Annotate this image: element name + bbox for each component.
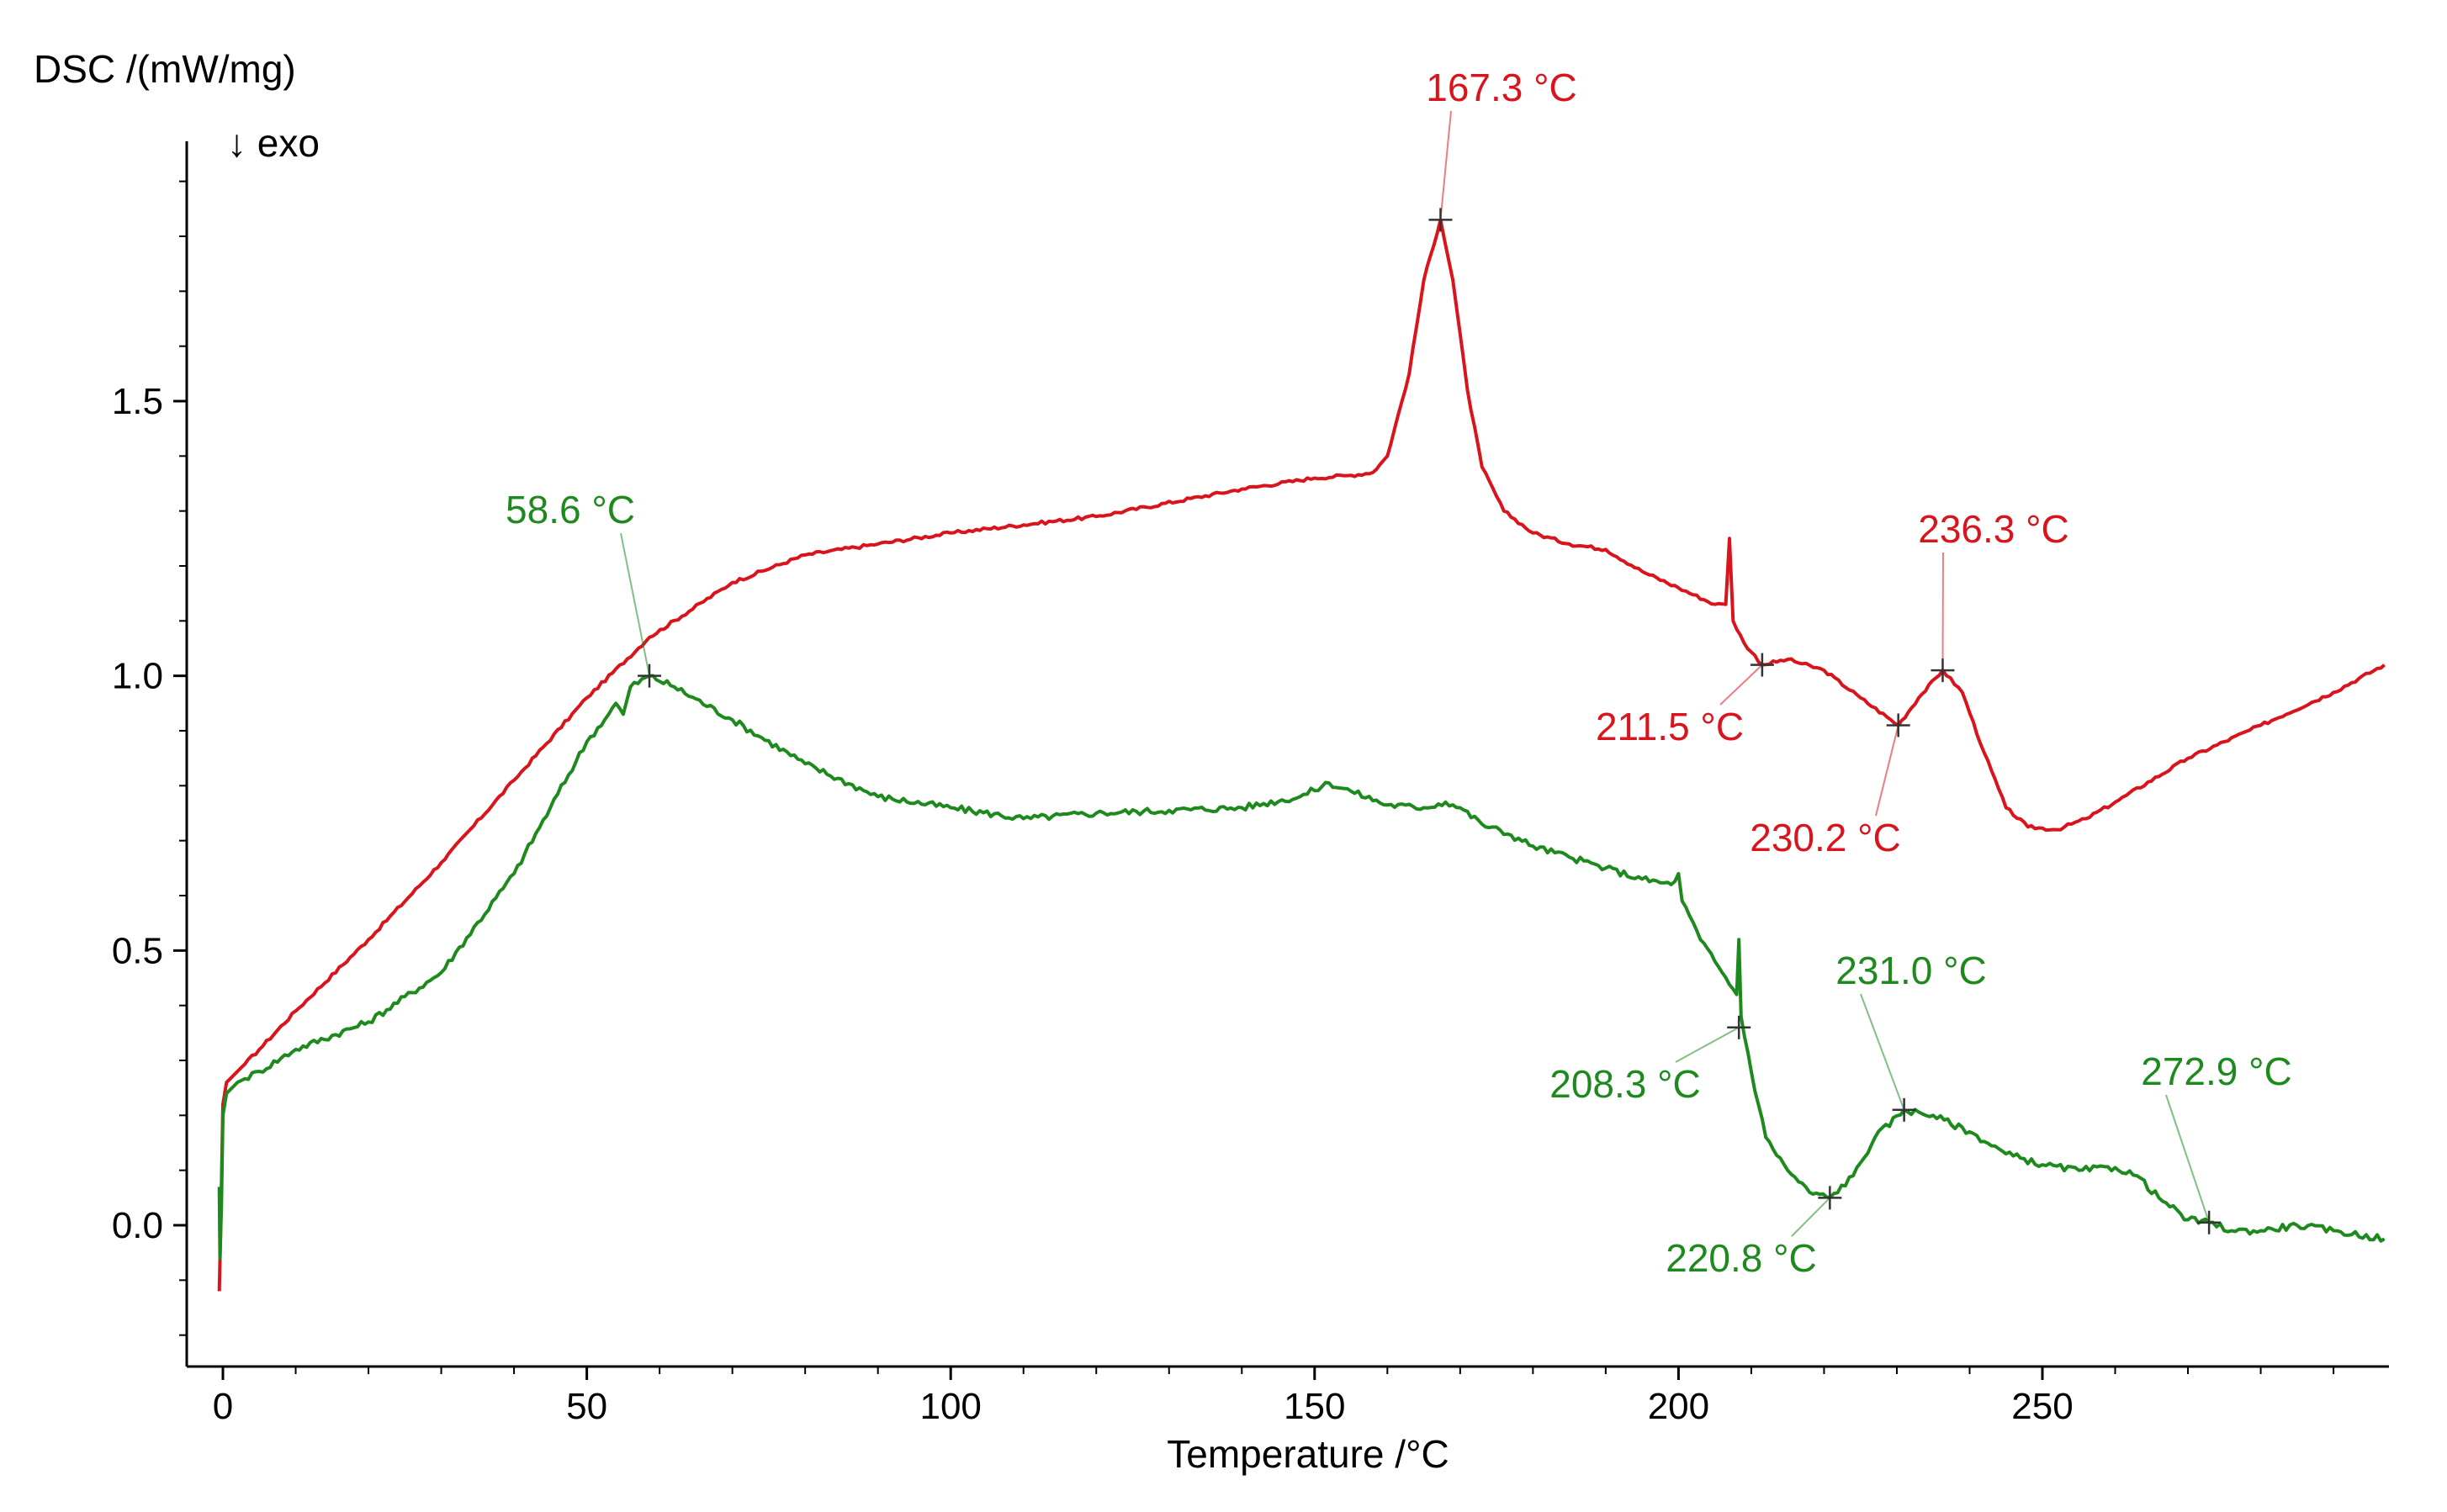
peak-annotation: 167.3 °C	[1426, 66, 1577, 232]
peak-annotation: 208.3 °C	[1549, 1015, 1751, 1106]
annotation-leader	[1860, 993, 1905, 1111]
annotation-leader	[1875, 725, 1899, 817]
x-axis-title: Temperature /°C	[1167, 1432, 1449, 1476]
annotation-leader	[1675, 1026, 1740, 1063]
y-tick-label: 0.5	[112, 930, 163, 971]
annotation-label: 230.2 °C	[1750, 816, 1901, 859]
annotation-label: 58.6 °C	[506, 488, 635, 531]
annotation-leader	[1941, 552, 1944, 671]
x-ticks: 0 50 100 150 200 250	[213, 1367, 2335, 1427]
series-line-red	[217, 218, 2386, 1292]
x-tick-label: 200	[1648, 1386, 1709, 1427]
series-line-green	[217, 674, 2386, 1261]
x-tick-label: 50	[566, 1386, 607, 1427]
peak-annotation: 211.5 °C	[1596, 653, 1774, 748]
peak-annotation: 230.2 °C	[1750, 713, 1910, 859]
axes: 0.0 0.5 1.0 1.5 0 50 100 150 200 250	[112, 141, 2389, 1427]
x-tick-label: 150	[1284, 1386, 1345, 1427]
peak-annotation: 58.6 °C	[506, 488, 662, 688]
y-axis-title: DSC /(mW/mg)	[34, 47, 296, 91]
annotation-layer: 167.3 °C 211.5 °C 230.2 °C 236.3 °C 58.6 °C 2…	[506, 66, 2292, 1280]
annotation-label: 272.9 °C	[2141, 1049, 2292, 1093]
annotation-label: 231.0 °C	[1835, 949, 1987, 992]
annotation-leader	[2165, 1094, 2211, 1224]
y-tick-label: 1.5	[112, 381, 163, 422]
annotation-leader	[1439, 110, 1452, 220]
exo-direction-label: ↓ exo	[227, 121, 320, 165]
y-ticks: 0.0 0.5 1.0 1.5	[112, 180, 187, 1336]
x-tick-label: 250	[2011, 1386, 2073, 1427]
annotation-label: 208.3 °C	[1549, 1062, 1701, 1106]
annotation-label: 236.3 °C	[1918, 507, 2069, 551]
peak-annotation: 231.0 °C	[1835, 949, 1987, 1122]
annotation-leader	[1791, 1197, 1831, 1237]
annotation-leader	[620, 532, 650, 676]
peak-annotation: 272.9 °C	[2141, 1049, 2292, 1234]
annotation-label: 167.3 °C	[1426, 66, 1577, 109]
peak-annotation: 236.3 °C	[1918, 507, 2069, 683]
y-tick-label: 1.0	[112, 656, 163, 697]
series-layer	[217, 218, 2386, 1292]
peak-annotation: 220.8 °C	[1666, 1186, 1842, 1280]
annotation-leader	[1719, 663, 1763, 706]
annotation-label: 220.8 °C	[1666, 1236, 1817, 1280]
annotation-label: 211.5 °C	[1596, 705, 1744, 748]
y-tick-label: 0.0	[112, 1205, 163, 1246]
x-tick-label: 0	[213, 1386, 233, 1427]
x-tick-label: 100	[919, 1386, 981, 1427]
